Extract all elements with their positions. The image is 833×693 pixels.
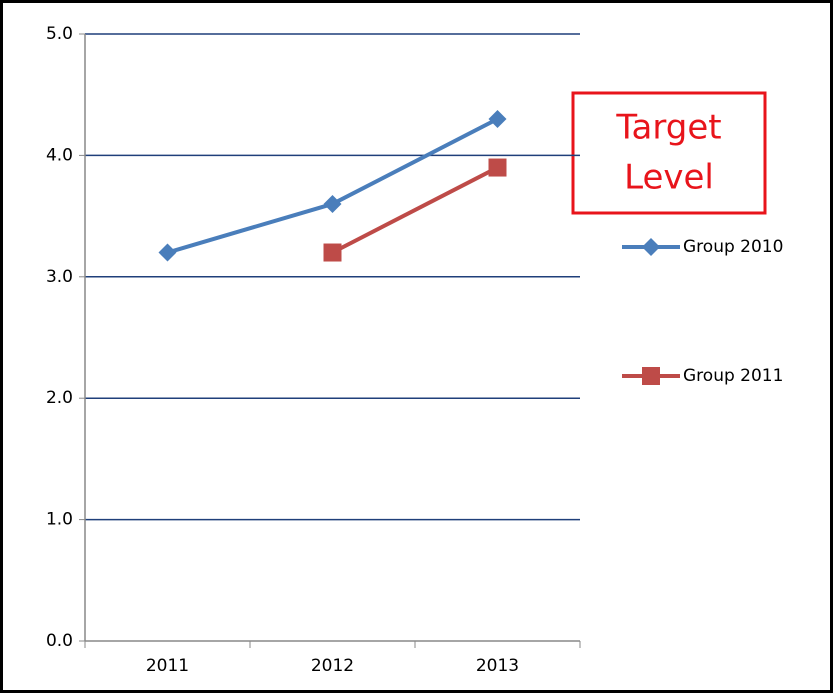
y-tick-label: 4.0 xyxy=(46,145,73,165)
y-tick-label: 5.0 xyxy=(46,24,73,44)
data-point xyxy=(488,109,507,128)
x-tick-label: 2011 xyxy=(146,656,189,676)
annotation-box xyxy=(571,91,767,215)
data-point xyxy=(323,243,342,262)
annotation: Target xyxy=(615,108,721,148)
data-point xyxy=(323,194,342,213)
legend-label: Group 2011 xyxy=(683,366,783,386)
y-tick-label: 0.0 xyxy=(46,631,73,651)
data-point xyxy=(488,158,507,177)
x-tick-label: 2012 xyxy=(311,656,354,676)
legend-marker xyxy=(642,238,660,256)
y-tick-label: 1.0 xyxy=(46,510,73,530)
data-point xyxy=(158,243,177,262)
series-line xyxy=(331,165,499,255)
y-tick-label: 2.0 xyxy=(46,388,73,408)
x-tick-label: 2013 xyxy=(476,656,519,676)
legend-marker xyxy=(642,367,660,385)
legend-label: Group 2010 xyxy=(683,237,783,257)
annotation: Level xyxy=(624,158,714,198)
y-tick-label: 3.0 xyxy=(46,267,73,287)
